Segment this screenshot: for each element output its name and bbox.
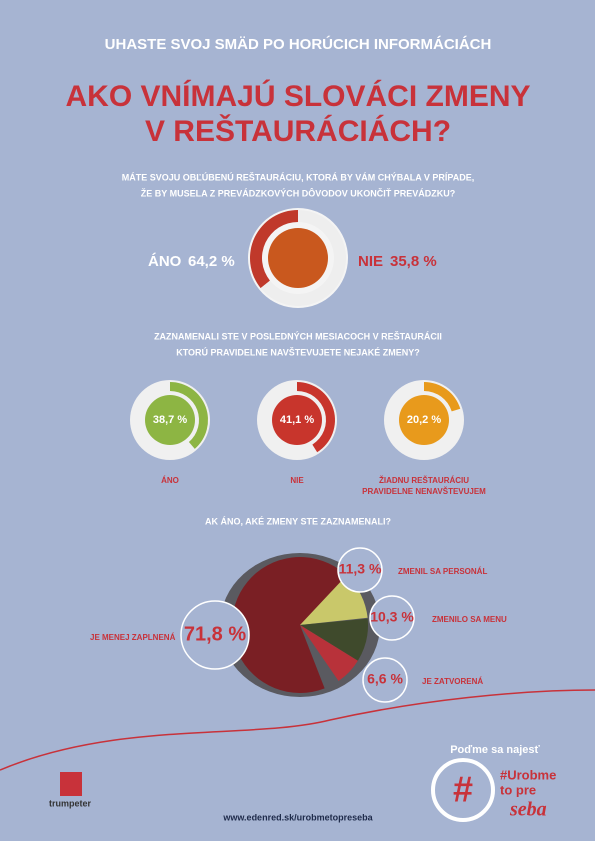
- category: JE MENEJ ZAPLNENÁ: [90, 633, 176, 642]
- hash: #: [453, 769, 473, 810]
- hashtag: #Urobme: [500, 767, 556, 782]
- url: www.edenred.sk/urobmetopreseba: [222, 812, 373, 822]
- bubble: [180, 600, 250, 670]
- question: KTORÚ PRAVIDELNE NAVŠTEVUJETE NEJAKÉ ZME…: [176, 346, 420, 357]
- logo: trumpeter: [49, 798, 92, 808]
- pie-slice: [250, 210, 298, 289]
- value-label: 10,3 %: [370, 609, 414, 625]
- tea: [268, 228, 328, 288]
- value-label: 35,8 %: [390, 253, 437, 270]
- bubble: [362, 657, 408, 703]
- tea: [272, 395, 322, 445]
- value-label: 11,3 %: [339, 561, 382, 577]
- category: NIE: [358, 253, 383, 270]
- tea: [145, 395, 195, 445]
- tea: [399, 395, 449, 445]
- value-label: 64,2 %: [188, 253, 235, 270]
- logo-mark: [60, 772, 82, 796]
- decor-line: [0, 689, 595, 771]
- category: ZMENIL SA PERSONÁL: [398, 567, 487, 576]
- logo-ring: [431, 758, 495, 822]
- value-label: 6,6 %: [367, 671, 403, 687]
- title: V REŠTAURÁCIÁCH?: [145, 114, 451, 148]
- value-label: 38,7 %: [153, 414, 187, 426]
- hashtag: seba: [509, 799, 547, 821]
- category: JE ZATVORENÁ: [422, 677, 483, 686]
- pie-slice: [300, 625, 358, 682]
- value-label: 20,2 %: [407, 414, 441, 426]
- value-label: 41,1 %: [280, 414, 314, 426]
- question: ZAZNAMENALI STE V POSLEDNÝCH MESIACOCH V…: [154, 330, 442, 341]
- pie-slice: [232, 557, 358, 693]
- question: MÁTE SVOJU OBĽÚBENÚ REŠTAURÁCIU, KTORÁ B…: [122, 171, 475, 182]
- value-label: 71,8 %: [184, 623, 246, 645]
- title: AKO VNÍMAJÚ SLOVÁCI ZMENY: [65, 79, 530, 113]
- question: ŽE BY MUSELA Z PREVÁDZKOVÝCH DÔVODOV UKO…: [141, 187, 456, 198]
- hashtag: to pre: [500, 782, 536, 797]
- category: ZMENILO SA MENU: [432, 615, 507, 624]
- bubble: [369, 595, 415, 641]
- category: ÁNO: [148, 253, 182, 270]
- ring-arc: [170, 382, 208, 449]
- question: AK ÁNO, AKÉ ZMENY STE ZAZNAMENALI?: [205, 516, 391, 526]
- ring-arc: [297, 382, 336, 453]
- bubble: [337, 547, 383, 593]
- category: NIE: [290, 476, 304, 485]
- slogan: Poďme sa najesť: [450, 744, 540, 756]
- category: ŽIADNU REŠTAURÁCIU PRAVIDELNE NENAVŠTEVU…: [362, 476, 486, 496]
- kicker: UHASTE SVOJ SMÄD PO HORÚCICH INFORMÁCIÁC…: [105, 35, 492, 53]
- category: ÁNO: [161, 476, 179, 485]
- ring-arc: [424, 382, 461, 412]
- pie-slice: [300, 618, 368, 661]
